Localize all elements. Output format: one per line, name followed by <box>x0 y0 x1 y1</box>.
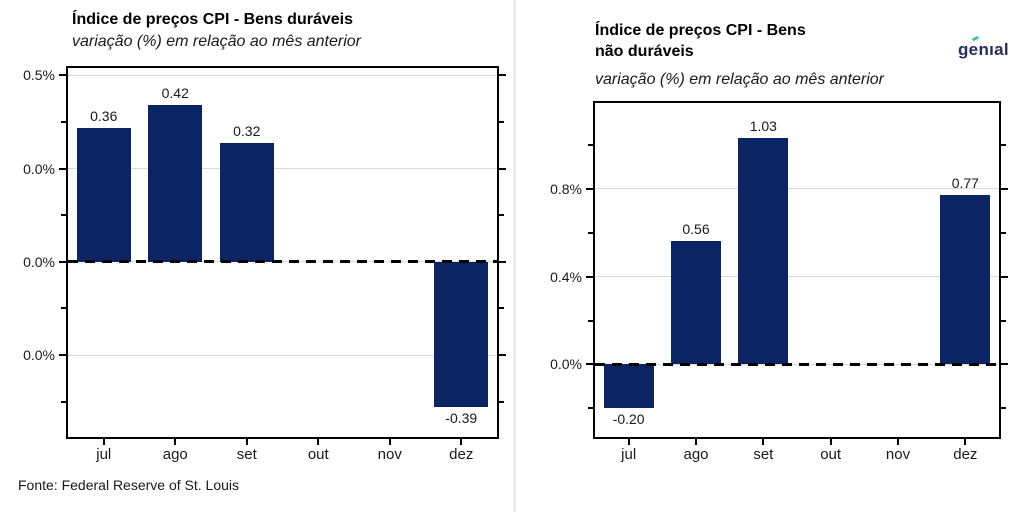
y-axis-label: 0.0% <box>23 347 55 363</box>
y-axis-minor-tick <box>588 319 593 322</box>
genial-logo: genıal <box>958 35 1018 62</box>
plot-area <box>66 66 499 439</box>
y-axis-tick <box>586 363 593 366</box>
x-axis-label: dez <box>953 446 978 463</box>
y-axis-minor-tick <box>61 214 66 217</box>
gridline <box>595 188 999 190</box>
x-axis-label: dez <box>449 446 474 463</box>
panel-divider <box>513 0 516 512</box>
x-axis-tick <box>102 439 105 445</box>
y-axis-minor-tick <box>499 400 504 403</box>
y-axis-tick <box>1001 187 1008 190</box>
x-axis-tick <box>388 439 391 445</box>
y-axis-label: 0.0% <box>550 356 582 373</box>
bar-jul <box>603 364 654 409</box>
bar-set <box>738 138 789 365</box>
x-axis-tick <box>460 439 463 445</box>
y-axis-minor-tick <box>588 407 593 410</box>
x-axis-label: out <box>820 446 842 463</box>
bar-value-label: 0.36 <box>90 107 118 124</box>
y-axis-tick <box>586 275 593 278</box>
zero-line <box>68 260 497 264</box>
y-axis-minor-tick <box>61 400 66 403</box>
chart-title-duraveis: Índice de preços CPI - Bens duráveis <box>72 11 353 28</box>
y-axis-minor-tick <box>588 231 593 234</box>
y-axis-minor-tick <box>1001 319 1006 322</box>
chart-title-line2: não duráveis <box>595 43 694 60</box>
y-axis-tick <box>1001 275 1008 278</box>
chart-subtitle-duraveis: variação (%) em relação ao mês anterior <box>72 33 362 50</box>
bar-value-label: -0.20 <box>612 411 645 428</box>
y-axis-minor-tick <box>499 307 504 310</box>
x-axis-label: nov <box>885 446 911 463</box>
zero-line <box>595 362 999 366</box>
y-axis-tick <box>59 354 66 356</box>
gridline <box>595 276 999 278</box>
y-axis-minor-tick <box>499 214 504 217</box>
bar-ago <box>148 105 203 262</box>
y-axis-tick <box>59 167 66 170</box>
gridline <box>68 74 497 76</box>
gridline <box>68 354 497 356</box>
x-axis-label: ago <box>683 446 709 463</box>
bar-ago <box>671 241 721 365</box>
x-axis-tick <box>627 439 630 445</box>
footer-source: Fonte: Federal Reserve of St. Louis <box>18 477 239 493</box>
x-axis-tick <box>245 439 248 445</box>
plot-area <box>593 101 1001 439</box>
bar-dez <box>940 195 991 365</box>
x-axis-label: out <box>307 446 329 463</box>
chart-subtitle-nao-duraveis: variação (%) em relação ao mês anterior <box>595 71 885 88</box>
y-axis-minor-tick <box>61 121 66 124</box>
x-axis-label: jul <box>96 446 112 463</box>
y-axis-tick <box>499 354 506 356</box>
bar-value-label: 0.42 <box>161 85 189 102</box>
y-axis-tick <box>499 167 506 170</box>
y-axis-minor-tick <box>588 143 593 146</box>
y-axis-label: 0.0% <box>23 253 55 270</box>
y-axis-minor-tick <box>1001 231 1006 234</box>
bar-dez <box>434 261 489 408</box>
y-axis-tick <box>59 74 66 77</box>
y-axis-tick <box>499 74 506 77</box>
x-axis-tick <box>897 439 899 445</box>
logo-text: genıal <box>958 40 1009 59</box>
y-axis-label: 0.8% <box>550 180 582 197</box>
bar-jul <box>76 127 131 262</box>
bar-value-label: 1.03 <box>749 118 777 135</box>
x-axis-label: set <box>236 446 257 463</box>
x-axis-tick <box>964 439 967 445</box>
y-axis-tick <box>59 260 66 263</box>
y-axis-minor-tick <box>499 121 504 124</box>
chart-title-nao-duraveis: Índice de preços CPI - Bens não duráveis <box>595 20 806 62</box>
bar-value-label: -0.39 <box>445 410 478 427</box>
y-axis-minor-tick <box>1001 407 1006 410</box>
x-axis-tick <box>695 439 697 445</box>
gridline <box>68 168 497 170</box>
x-axis-label: nov <box>377 446 402 463</box>
y-axis-label: 0.4% <box>550 268 582 285</box>
x-axis-tick <box>762 439 765 445</box>
x-axis-tick <box>174 439 177 445</box>
y-axis-label: 0.0% <box>23 160 55 177</box>
x-axis-tick <box>317 439 320 445</box>
y-axis-tick <box>1001 363 1008 366</box>
x-axis-label: jul <box>621 446 637 463</box>
bar-set <box>219 142 274 262</box>
x-axis-label: set <box>753 446 774 463</box>
chart-title-line1: Índice de preços CPI - Bens <box>595 22 806 39</box>
bar-value-label: 0.77 <box>951 175 979 192</box>
y-axis-tick <box>586 187 593 190</box>
y-axis-label: 0.5% <box>23 67 55 84</box>
y-axis-minor-tick <box>1001 143 1006 146</box>
y-axis-minor-tick <box>61 307 66 310</box>
y-axis-tick <box>499 260 506 263</box>
x-axis-tick <box>829 439 832 445</box>
bar-value-label: 0.32 <box>233 122 261 139</box>
bar-value-label: 0.56 <box>682 221 710 238</box>
x-axis-label: ago <box>162 446 188 463</box>
